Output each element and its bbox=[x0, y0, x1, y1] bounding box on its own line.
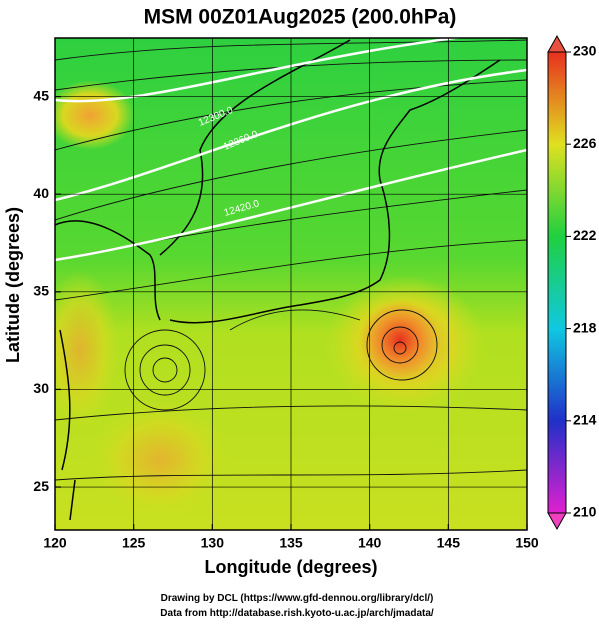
colorbar bbox=[547, 51, 567, 514]
colorbar-tick-label: 210 bbox=[573, 504, 597, 520]
y-tick-label: 40 bbox=[33, 185, 49, 201]
x-tick-label: 120 bbox=[43, 535, 67, 551]
x-tick-label: 150 bbox=[515, 535, 539, 551]
y-tick-label: 35 bbox=[33, 283, 49, 299]
colorbar-tick-label: 230 bbox=[573, 43, 597, 59]
credit-line: Data from http://database.rish.kyoto-u.a… bbox=[160, 608, 434, 619]
y-tick-label: 25 bbox=[33, 478, 49, 494]
colorbar-tick-label: 226 bbox=[573, 135, 597, 151]
colorbar-tick-label: 218 bbox=[573, 319, 597, 335]
credit-line: Drawing by DCL (https://www.gfd-dennou.o… bbox=[161, 593, 434, 604]
x-tick-label: 135 bbox=[279, 535, 303, 551]
y-tick-label: 45 bbox=[33, 87, 49, 103]
y-axis-label: Latitude (degrees) bbox=[3, 207, 23, 363]
plot-frame bbox=[54, 37, 528, 531]
field bbox=[55, 38, 527, 530]
colorbar-extend-top bbox=[547, 34, 567, 53]
y-tick-label: 30 bbox=[33, 380, 49, 396]
colorbar-tick-label: 214 bbox=[573, 412, 597, 428]
coastlines bbox=[55, 39, 501, 521]
colorbar-tick-label: 222 bbox=[573, 227, 597, 243]
x-tick-label: 145 bbox=[437, 535, 461, 551]
x-tick-label: 130 bbox=[201, 535, 225, 551]
x-axis-label: Longitude (degrees) bbox=[204, 557, 377, 577]
title: MSM 00Z01Aug2025 (200.0hPa) bbox=[144, 6, 457, 29]
x-tick-label: 140 bbox=[358, 535, 382, 551]
colorbar-extend-bottom bbox=[547, 512, 567, 531]
streamlines bbox=[55, 39, 527, 481]
x-tick-label: 125 bbox=[122, 535, 146, 551]
